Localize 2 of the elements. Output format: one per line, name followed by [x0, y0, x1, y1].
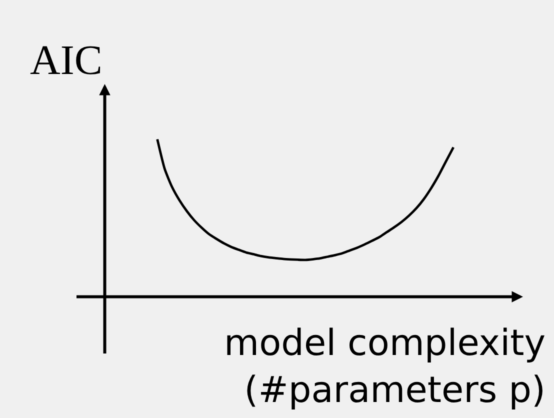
y-axis-title: AIC [30, 38, 102, 84]
x-axis-title: model complexity (#parameters p) [224, 323, 546, 411]
